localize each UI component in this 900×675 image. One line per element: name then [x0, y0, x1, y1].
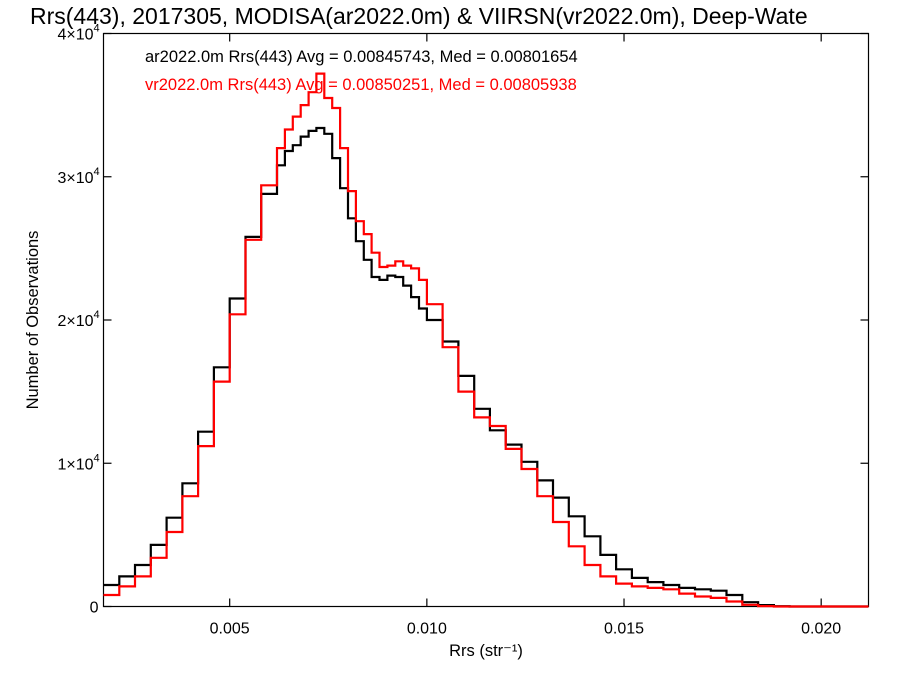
x-tick-label: 0.005 — [210, 621, 250, 638]
y-tick-exponent: 4 — [94, 23, 100, 35]
y-tick-label: 0 — [90, 600, 99, 617]
y-tick-label: 4×10 — [57, 27, 93, 44]
y-axis-ticks: 01×10 42×10 43×10 44×10 4 — [57, 23, 869, 617]
x-tick-label: 0.010 — [407, 621, 447, 638]
y-tick-exponent: 4 — [94, 452, 100, 464]
series-layer — [103, 72, 869, 608]
legend-entry-0: ar2022.0m Rrs(443) Avg = 0.00845743, Med… — [145, 48, 578, 66]
x-axis-ticks: 0.005 0.010 0.015 0.020 — [210, 33, 841, 638]
x-axis-label: Rrs (str⁻¹) — [449, 642, 523, 660]
y-tick-label: 2×10 — [57, 313, 93, 330]
legend-entry-1: vr2022.0m Rrs(443) Avg = 0.00850251, Med… — [145, 76, 577, 94]
y-axis-label: Number of Observations — [24, 231, 42, 410]
x-tick-label: 0.015 — [604, 621, 644, 638]
series-line-1 — [103, 72, 869, 608]
y-tick-label: 3×10 — [57, 170, 93, 187]
plot-area-frame — [102, 32, 870, 608]
y-tick-label: 1×10 — [57, 456, 93, 473]
y-tick-exponent: 4 — [94, 166, 100, 178]
y-tick-exponent: 4 — [94, 309, 100, 321]
x-tick-label: 0.020 — [801, 621, 841, 638]
chart-title: Rrs(443), 2017305, MODISA(ar2022.0m) & V… — [30, 3, 808, 29]
series-line-0 — [103, 126, 869, 608]
